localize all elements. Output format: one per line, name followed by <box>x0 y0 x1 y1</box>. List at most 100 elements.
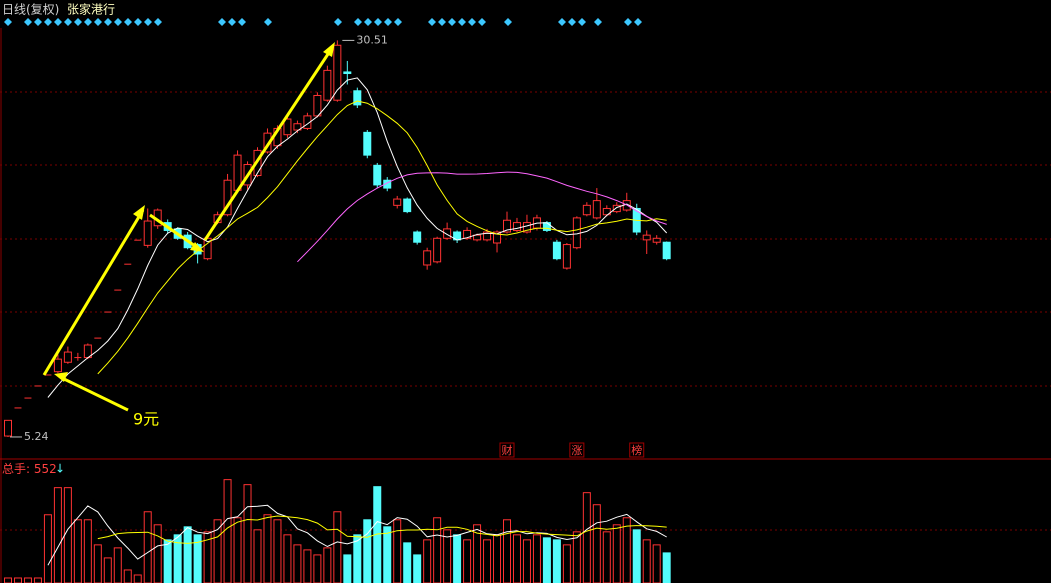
candle-body <box>552 241 561 260</box>
candle-body <box>53 358 62 373</box>
diamond <box>34 18 42 26</box>
candle-body <box>343 71 352 75</box>
volume-bar <box>393 519 402 583</box>
arrow-head <box>133 205 145 220</box>
candle-body <box>63 351 72 363</box>
candle-body <box>433 237 442 263</box>
volume-bar <box>443 529 452 583</box>
diamond <box>218 18 226 26</box>
volume-bar <box>602 531 611 583</box>
volume-bar <box>123 569 132 583</box>
arrow-head <box>190 242 204 252</box>
volume-bar <box>542 537 551 583</box>
candle-body <box>602 207 611 216</box>
diamond <box>428 18 436 26</box>
volume-bar <box>403 542 412 583</box>
diamond <box>44 18 52 26</box>
signal-row <box>4 18 642 26</box>
volume-bar <box>572 531 581 583</box>
stock-name: 张家港行 <box>67 2 115 17</box>
volume-bar <box>343 554 352 583</box>
max-price-label: 30.51 <box>356 33 388 46</box>
diamond <box>558 18 566 26</box>
volume-bar <box>453 534 462 583</box>
diamond <box>124 18 132 26</box>
candle-body <box>512 222 521 231</box>
min-price-label: 5.24 <box>24 430 49 443</box>
event-marker: 涨 <box>571 444 582 457</box>
volume-bar <box>73 519 82 583</box>
candle-body <box>592 200 601 219</box>
diamond <box>54 18 62 26</box>
volume-bar <box>303 549 312 583</box>
volume-bar <box>383 526 392 583</box>
arrow <box>42 209 145 376</box>
candle-body <box>423 250 432 266</box>
volume-bar <box>43 514 52 583</box>
candle-body <box>403 198 412 213</box>
diamond <box>154 18 162 26</box>
candle-body <box>323 69 332 101</box>
volume-bar <box>193 534 202 583</box>
volume-bar <box>353 534 362 583</box>
candle-body <box>293 123 302 131</box>
volume-bar <box>483 539 492 583</box>
candle-body <box>393 198 402 206</box>
volume-bar <box>263 514 272 583</box>
volume-bar <box>313 554 322 583</box>
diamond <box>228 18 236 26</box>
volume-bar <box>33 577 42 583</box>
volume-bar <box>622 517 631 583</box>
diamond <box>624 18 632 26</box>
volume-bar <box>173 534 182 583</box>
diamond <box>478 18 486 26</box>
diamond <box>438 18 446 26</box>
candle-body <box>413 231 422 243</box>
volume-bar <box>642 539 651 583</box>
candle-body <box>223 179 232 216</box>
volume-bar <box>493 534 502 583</box>
diamond <box>84 18 92 26</box>
arrow <box>61 376 129 412</box>
volume-bar <box>522 539 531 583</box>
volume-bar <box>363 519 372 583</box>
diamond <box>354 18 362 26</box>
candle-body <box>652 237 661 243</box>
volume-bar <box>63 487 72 583</box>
volume-bar <box>153 524 162 583</box>
diamond <box>374 18 382 26</box>
arrow-head <box>54 372 68 382</box>
volume-label-text: 总手: <box>2 462 34 476</box>
event-marker: 财 <box>502 443 513 457</box>
price-labels: 30.51 5.24 财 涨 榜 <box>10 33 645 458</box>
volume-bar <box>413 554 422 583</box>
diamond <box>134 18 142 26</box>
candle-body <box>612 204 621 213</box>
candle-body <box>493 231 502 244</box>
volume-bar <box>103 557 112 583</box>
candle-body <box>283 118 292 136</box>
candle-body <box>313 94 322 117</box>
diamond <box>448 18 456 26</box>
candle-body <box>143 220 152 246</box>
diamond <box>594 18 602 26</box>
volume-bar <box>13 577 22 583</box>
moving-average <box>97 515 667 544</box>
candle-body <box>582 204 591 216</box>
diamond <box>114 18 122 26</box>
diamond <box>238 18 246 26</box>
arrow <box>149 213 199 250</box>
volume-panel <box>4 479 671 583</box>
volume-bar <box>632 529 641 583</box>
volume-bar <box>592 504 601 583</box>
candle-body <box>473 234 482 241</box>
arrow-head <box>323 42 335 57</box>
grid <box>0 91 1051 531</box>
volume-bar <box>203 531 212 583</box>
moving-average <box>47 77 668 398</box>
candle-body <box>4 419 12 437</box>
diamond <box>334 18 342 26</box>
volume-bar <box>333 511 342 583</box>
candle-body <box>353 90 362 106</box>
